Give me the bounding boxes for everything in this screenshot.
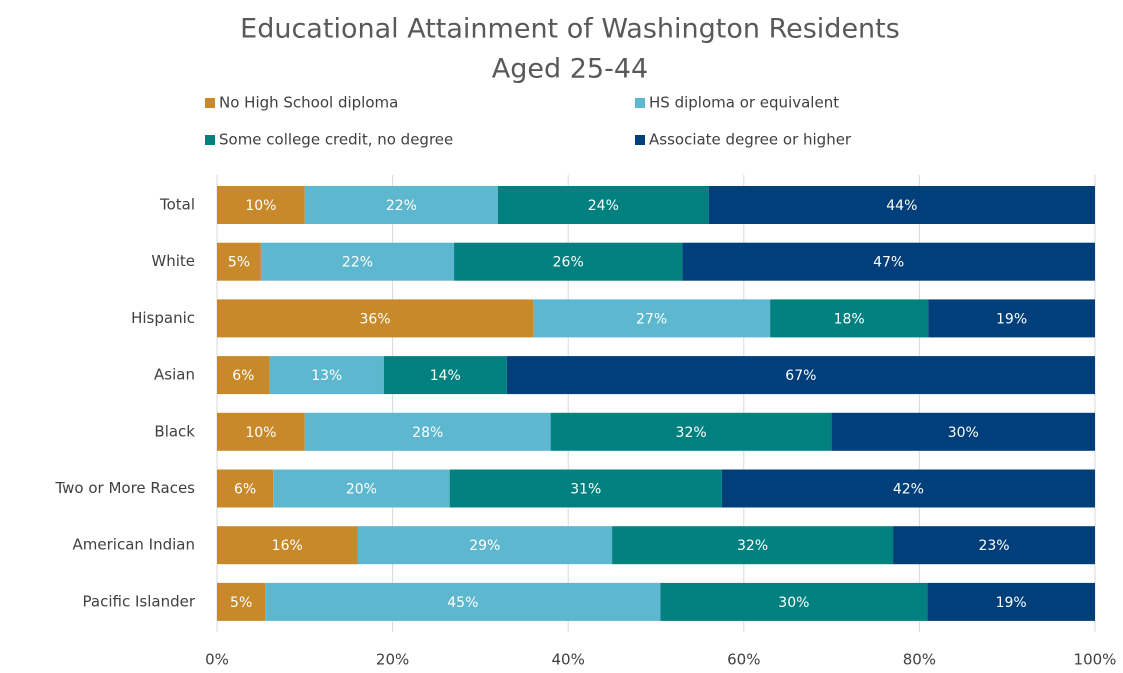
x-tick-label: 20% — [376, 651, 409, 669]
value-label: 13% — [311, 368, 342, 384]
bar-segment — [770, 299, 929, 338]
bar-segment — [217, 582, 266, 621]
value-label: 16% — [272, 538, 303, 554]
bar-segment — [506, 356, 1095, 395]
legend-swatch — [635, 98, 645, 108]
bar-segment — [217, 469, 274, 508]
legend-label: No High School diploma — [219, 94, 398, 112]
bar-segment — [533, 299, 771, 338]
y-tick-label: White — [151, 252, 195, 270]
bar-segment — [660, 582, 928, 621]
y-tick-label: Total — [159, 196, 195, 214]
value-label: 19% — [996, 595, 1027, 611]
bar-segment — [217, 356, 270, 395]
bar-segment — [454, 242, 683, 281]
value-label: 67% — [785, 368, 816, 384]
y-tick-label: Black — [154, 422, 195, 440]
bar-segment — [304, 412, 551, 451]
y-tick-label: Two or More Races — [54, 479, 195, 497]
value-label: 44% — [886, 198, 917, 214]
bar-segment — [217, 299, 534, 338]
bar-segment — [612, 526, 894, 565]
bar-segment — [260, 242, 455, 281]
value-label: 5% — [230, 595, 252, 611]
legend-label: HS diploma or equivalent — [649, 94, 839, 112]
legend-swatch — [205, 135, 215, 145]
legend-swatch — [635, 135, 645, 145]
bar-segment — [449, 469, 722, 508]
value-label: 26% — [553, 255, 584, 271]
bar-segment — [269, 356, 384, 395]
x-tick-label: 0% — [205, 651, 229, 669]
y-tick-label: Pacific Islander — [83, 592, 196, 610]
bar-segment — [927, 582, 1095, 621]
value-label: 31% — [570, 482, 601, 498]
x-tick-label: 100% — [1074, 651, 1117, 669]
y-tick-label: Hispanic — [131, 309, 195, 327]
value-label: 23% — [978, 538, 1009, 554]
value-label: 30% — [778, 595, 809, 611]
bar-segment — [682, 242, 1095, 281]
bar-segment — [550, 412, 832, 451]
value-label: 18% — [834, 311, 865, 327]
bar-segment — [383, 356, 507, 395]
value-label: 27% — [636, 311, 667, 327]
bar-segment — [217, 242, 261, 281]
bar-segment — [265, 582, 661, 621]
value-label: 20% — [346, 482, 377, 498]
bar-segment — [893, 526, 1095, 565]
bar-segment — [928, 299, 1095, 338]
value-label: 19% — [996, 311, 1027, 327]
bar-segment — [217, 186, 305, 224]
x-tick-label: 60% — [727, 651, 760, 669]
value-label: 10% — [245, 425, 276, 441]
value-label: 10% — [245, 198, 276, 214]
value-label: 24% — [588, 198, 619, 214]
value-label: 36% — [359, 311, 390, 327]
bar-segment — [357, 526, 613, 565]
value-label: 22% — [342, 255, 373, 271]
bar-segment — [304, 186, 498, 224]
legend-label: Associate degree or higher — [649, 131, 852, 149]
y-tick-label: American Indian — [73, 536, 195, 554]
bar-segment — [217, 412, 305, 451]
value-label: 45% — [447, 595, 478, 611]
value-label: 29% — [469, 538, 500, 554]
value-label: 6% — [232, 368, 254, 384]
value-label: 30% — [948, 425, 979, 441]
value-label: 28% — [412, 425, 443, 441]
bar-segment — [217, 526, 358, 565]
legend-swatch — [205, 98, 215, 108]
legend-label: Some college credit, no degree — [219, 131, 453, 149]
value-label: 32% — [737, 538, 768, 554]
x-tick-label: 80% — [903, 651, 936, 669]
value-label: 6% — [234, 482, 256, 498]
chart-subtitle: Aged 25-44 — [492, 54, 648, 85]
x-tick-label: 40% — [552, 651, 585, 669]
bar-segment — [708, 186, 1095, 224]
bar-segment — [273, 469, 450, 508]
value-label: 5% — [228, 255, 250, 271]
value-label: 47% — [873, 255, 904, 271]
bar-segment — [831, 412, 1095, 451]
chart-title: Educational Attainment of Washington Res… — [240, 14, 900, 45]
bar-segment — [497, 186, 709, 224]
value-label: 14% — [430, 368, 461, 384]
y-tick-label: Asian — [154, 366, 195, 384]
value-label: 22% — [386, 198, 417, 214]
value-label: 32% — [676, 425, 707, 441]
bar-segment — [721, 469, 1095, 508]
value-label: 42% — [893, 482, 924, 498]
